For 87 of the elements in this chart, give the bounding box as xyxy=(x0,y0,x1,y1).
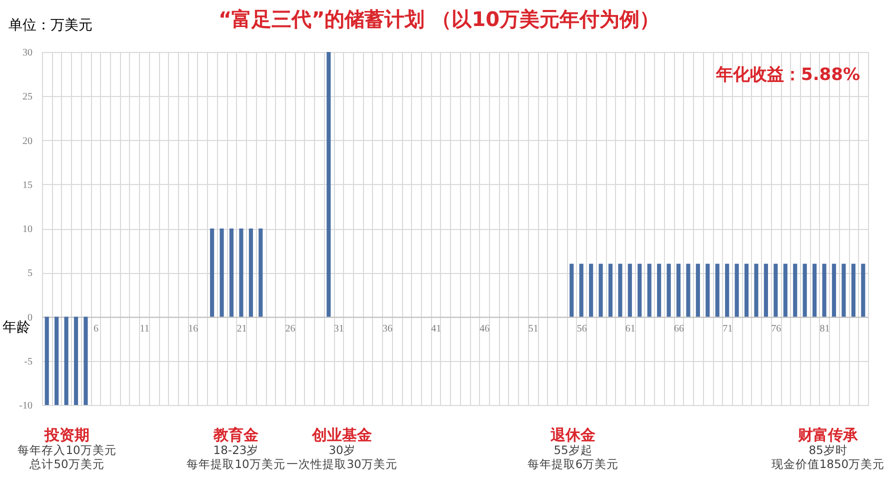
bar xyxy=(579,264,584,317)
text: 每年提取10万美元 xyxy=(186,457,286,471)
x-tick-label: 16 xyxy=(188,323,198,334)
bar xyxy=(239,228,244,317)
bar xyxy=(666,264,671,317)
bar xyxy=(832,264,836,317)
text: 55岁起 xyxy=(554,443,592,457)
text: 18-23岁 xyxy=(213,443,259,457)
x-axis-title: 年龄 xyxy=(2,319,30,336)
x-tick-label: 61 xyxy=(625,323,636,334)
bar xyxy=(696,264,700,317)
bar xyxy=(715,264,720,317)
y-axis-title: 单位：万美元 xyxy=(8,18,92,34)
y-tick-label: 25 xyxy=(22,92,32,103)
bar xyxy=(842,264,846,317)
x-tick-label: 11 xyxy=(140,323,150,334)
text: 每年存入10万美元 xyxy=(18,443,116,457)
y-tick-label: 30 xyxy=(22,48,32,58)
bar xyxy=(598,264,603,317)
y-tick-label: 15 xyxy=(22,180,32,191)
x-tick-label: 26 xyxy=(285,323,296,334)
bar xyxy=(774,264,778,317)
x-tick-label: 76 xyxy=(771,323,782,334)
text: 创业基金 xyxy=(311,426,372,444)
bar xyxy=(570,264,574,317)
x-tick-label: 71 xyxy=(722,323,733,334)
text: 退休金 xyxy=(550,426,596,444)
bar xyxy=(589,264,594,317)
text: 投资期 xyxy=(44,426,90,444)
bar xyxy=(783,264,788,317)
text: 现金价值1850万美元 xyxy=(771,457,885,471)
text: 30岁 xyxy=(328,443,356,457)
bar xyxy=(608,264,613,317)
bar xyxy=(851,264,856,317)
bar xyxy=(793,264,798,317)
x-tick-label: 66 xyxy=(674,323,684,334)
bar xyxy=(676,264,681,317)
bar xyxy=(54,316,59,405)
y-tick-label: 20 xyxy=(22,136,32,147)
text: 总计50万美元 xyxy=(28,457,104,471)
bar xyxy=(802,264,807,317)
bar xyxy=(229,228,234,317)
bar xyxy=(44,316,49,405)
chart-title: “富足三代”的储蓄计划 （以10万美元年付为例） xyxy=(218,7,660,31)
x-tick-label: 81 xyxy=(820,323,830,334)
x-tick-label: 51 xyxy=(528,323,538,334)
bar xyxy=(220,228,224,317)
bar xyxy=(822,264,826,317)
bar xyxy=(618,264,622,317)
text: 85岁时 xyxy=(808,443,848,457)
text: 教育金 xyxy=(212,426,258,444)
bar xyxy=(74,316,78,405)
bar xyxy=(744,264,749,317)
x-tick-label: 6 xyxy=(93,323,98,334)
bar xyxy=(84,316,88,405)
text: 一次性提取30万美元 xyxy=(286,457,398,471)
x-tick-label: 21 xyxy=(236,323,247,334)
bar xyxy=(764,264,768,317)
bar xyxy=(326,52,331,317)
bar xyxy=(64,316,68,405)
y-tick-label: 10 xyxy=(22,224,32,235)
bar xyxy=(706,264,710,317)
bar xyxy=(725,264,730,317)
y-tick-label: -5 xyxy=(24,356,32,368)
x-tick-label: 41 xyxy=(431,323,442,334)
bar xyxy=(628,264,632,317)
bar xyxy=(734,264,739,317)
text: 财富传承 xyxy=(797,426,859,444)
bar xyxy=(861,264,866,317)
y-tick-label: 0 xyxy=(28,312,32,324)
bar xyxy=(657,264,662,317)
bar xyxy=(647,264,652,317)
bar xyxy=(258,228,263,317)
bar xyxy=(686,264,690,317)
y-tick-label: 5 xyxy=(28,268,32,280)
x-tick-label: 31 xyxy=(334,323,344,334)
x-tick-label: 46 xyxy=(480,323,490,334)
x-tick-label: 56 xyxy=(576,323,587,334)
y-tick-label: -10 xyxy=(19,400,32,412)
annotation: 年化收益：5.88% xyxy=(715,65,860,85)
bar xyxy=(638,264,642,317)
bar xyxy=(754,264,758,317)
bar xyxy=(210,228,214,317)
bar xyxy=(812,264,817,317)
bar xyxy=(248,228,253,317)
x-tick-label: 36 xyxy=(382,323,392,334)
text: 每年提取6万美元 xyxy=(527,457,619,471)
